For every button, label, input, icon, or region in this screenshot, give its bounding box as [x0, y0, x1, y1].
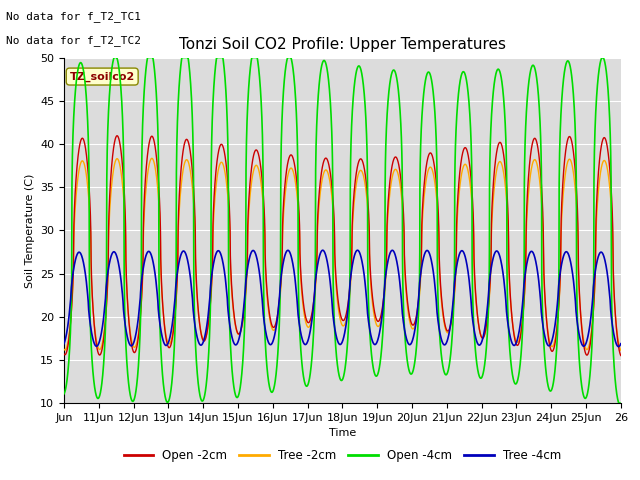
Title: Tonzi Soil CO2 Profile: Upper Temperatures: Tonzi Soil CO2 Profile: Upper Temperatur…: [179, 37, 506, 52]
Text: TZ_soilco2: TZ_soilco2: [70, 72, 135, 82]
Text: No data for f_T2_TC1: No data for f_T2_TC1: [6, 11, 141, 22]
X-axis label: Time: Time: [329, 429, 356, 438]
Y-axis label: Soil Temperature (C): Soil Temperature (C): [24, 173, 35, 288]
Legend: Open -2cm, Tree -2cm, Open -4cm, Tree -4cm: Open -2cm, Tree -2cm, Open -4cm, Tree -4…: [119, 444, 566, 467]
Text: No data for f_T2_TC2: No data for f_T2_TC2: [6, 35, 141, 46]
